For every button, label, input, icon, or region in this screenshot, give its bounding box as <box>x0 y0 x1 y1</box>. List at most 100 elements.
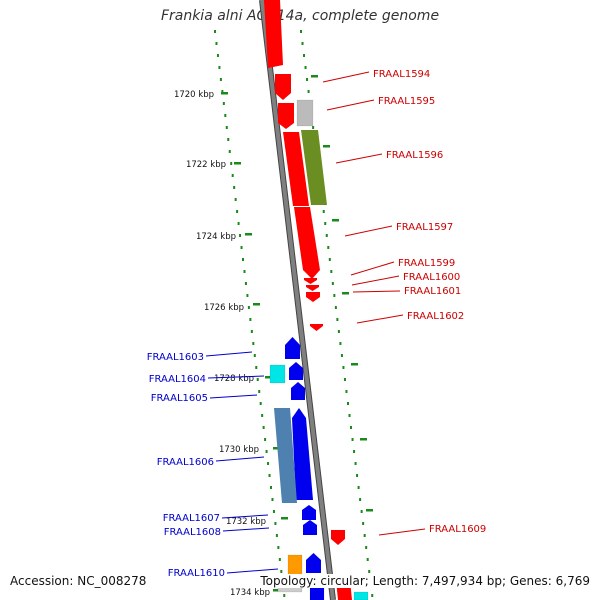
gene-fraal1596-strand <box>283 132 309 206</box>
left-tick-dot <box>244 282 247 285</box>
left-tick-dot <box>215 42 218 45</box>
left-tick-dot <box>250 330 253 333</box>
right-tick-dot <box>300 30 302 33</box>
gene-fraal1604 <box>269 364 286 384</box>
right-tick-dot <box>307 90 310 93</box>
right-leader-line <box>344 225 393 237</box>
gene-label-fraal1599: FRAAL1599 <box>398 258 455 269</box>
right-tick-dot <box>359 498 362 501</box>
left-tick-dot <box>242 258 244 261</box>
left-tick-dot <box>271 498 274 501</box>
left-tick-dot <box>275 534 278 537</box>
left-tick-dot <box>268 474 271 477</box>
ruler-label: 1728 kbp <box>214 374 254 384</box>
left-tick-dot <box>267 462 270 465</box>
gene-label-fraal1596: FRAAL1596 <box>386 150 443 161</box>
right-major-tick <box>323 145 330 148</box>
gene-fraal1606 <box>274 408 297 503</box>
left-tick-dot <box>280 570 283 573</box>
left-tick-dot <box>227 138 230 141</box>
left-tick-dot <box>253 354 256 357</box>
right-major-tick <box>351 363 358 366</box>
right-major-tick <box>366 509 373 512</box>
gene-fraal1603 <box>285 337 300 359</box>
gene-fraal1606-strand <box>292 408 313 500</box>
gene-fraal1609 <box>331 530 345 545</box>
gene-fraal1610-strand <box>306 553 321 573</box>
right-tick-dot <box>366 558 369 561</box>
gene-fraal1597 <box>294 207 320 279</box>
right-tick-dot <box>368 570 371 573</box>
gene-fraal1605 <box>291 382 305 400</box>
right-tick-dot <box>301 42 304 45</box>
map-title: Frankia alni ACN14a, complete genome <box>160 8 440 24</box>
gene-fraal1599 <box>304 278 317 284</box>
left-tick-dot <box>252 342 255 345</box>
ruler-label: 1734 kbp <box>230 588 270 598</box>
gene-fraal1601 <box>306 292 320 302</box>
ruler-label: 1722 kbp <box>186 160 226 170</box>
right-tick-dot <box>353 450 356 453</box>
left-major-tick <box>265 376 272 379</box>
right-major-tick <box>332 219 339 222</box>
gene-fraal1602 <box>310 324 323 331</box>
genome-summary-text: Topology: circular; Length: 7,497,934 bp… <box>258 574 592 588</box>
right-tick-dot <box>346 402 349 405</box>
left-major-tick <box>253 303 260 306</box>
right-leader-line <box>378 528 426 536</box>
left-tick-dot <box>219 78 222 81</box>
right-tick-dot <box>350 426 353 429</box>
gene-fraal1596 <box>301 130 327 205</box>
left-tick-dot <box>262 426 265 429</box>
left-tick-dot <box>274 522 277 525</box>
right-leader-line <box>351 275 400 286</box>
left-tick-dot <box>216 54 219 57</box>
left-tick-dot <box>239 234 242 237</box>
right-tick-dot <box>330 270 333 273</box>
right-leader-line <box>352 290 401 293</box>
gene-fraal1607 <box>302 505 316 520</box>
left-major-tick <box>281 517 288 520</box>
right-tick-dot <box>304 66 307 69</box>
left-tick-dot <box>221 90 224 93</box>
right-tick-dot <box>351 438 354 441</box>
left-tick-dot <box>225 126 228 129</box>
left-major-tick <box>273 589 280 592</box>
left-tick-dot <box>228 150 231 153</box>
right-tick-dot <box>336 318 339 321</box>
left-major-tick <box>221 92 228 95</box>
left-tick-dot <box>231 174 234 177</box>
gene-label-fraal1600: FRAAL1600 <box>403 272 460 283</box>
ruler-label: 1730 kbp <box>219 445 259 455</box>
ruler-label: 1732 kbp <box>226 517 266 527</box>
gene-label-fraal1597: FRAAL1597 <box>396 222 453 233</box>
right-tick-dot <box>356 474 359 477</box>
right-tick-dot <box>342 366 345 369</box>
gene-label-fraal1594: FRAAL1594 <box>373 69 430 80</box>
right-tick-dot <box>322 210 325 213</box>
gene-label-fraal1607: FRAAL1607 <box>163 513 220 524</box>
right-tick-dot <box>312 126 315 129</box>
right-tick-dot <box>325 234 328 237</box>
right-tick-dot <box>371 594 374 597</box>
left-tick-dot <box>247 306 250 309</box>
gene-label-fraal1595: FRAAL1595 <box>378 96 435 107</box>
left-tick-dot <box>264 438 267 441</box>
right-tick-dot <box>331 282 334 285</box>
right-leader-line <box>335 153 383 164</box>
accession-text: Accession: NC_008278 <box>8 574 149 588</box>
gene-label-fraal1608: FRAAL1608 <box>164 527 221 538</box>
gene-label-fraal1604: FRAAL1604 <box>149 374 206 385</box>
left-leader-line <box>215 456 265 462</box>
left-tick-dot <box>272 510 275 513</box>
genome-backbone <box>260 0 335 600</box>
gene-fraal1600 <box>306 285 319 291</box>
left-tick-dot <box>256 378 259 381</box>
left-leader-line <box>221 514 269 519</box>
right-tick-dot <box>348 414 351 417</box>
right-tick-dot <box>362 522 365 525</box>
ruler-label: 1724 kbp <box>196 232 236 242</box>
gene-fraal1595-strand <box>278 103 294 129</box>
right-tick-dot <box>306 78 309 81</box>
right-tick-dot <box>327 246 330 249</box>
